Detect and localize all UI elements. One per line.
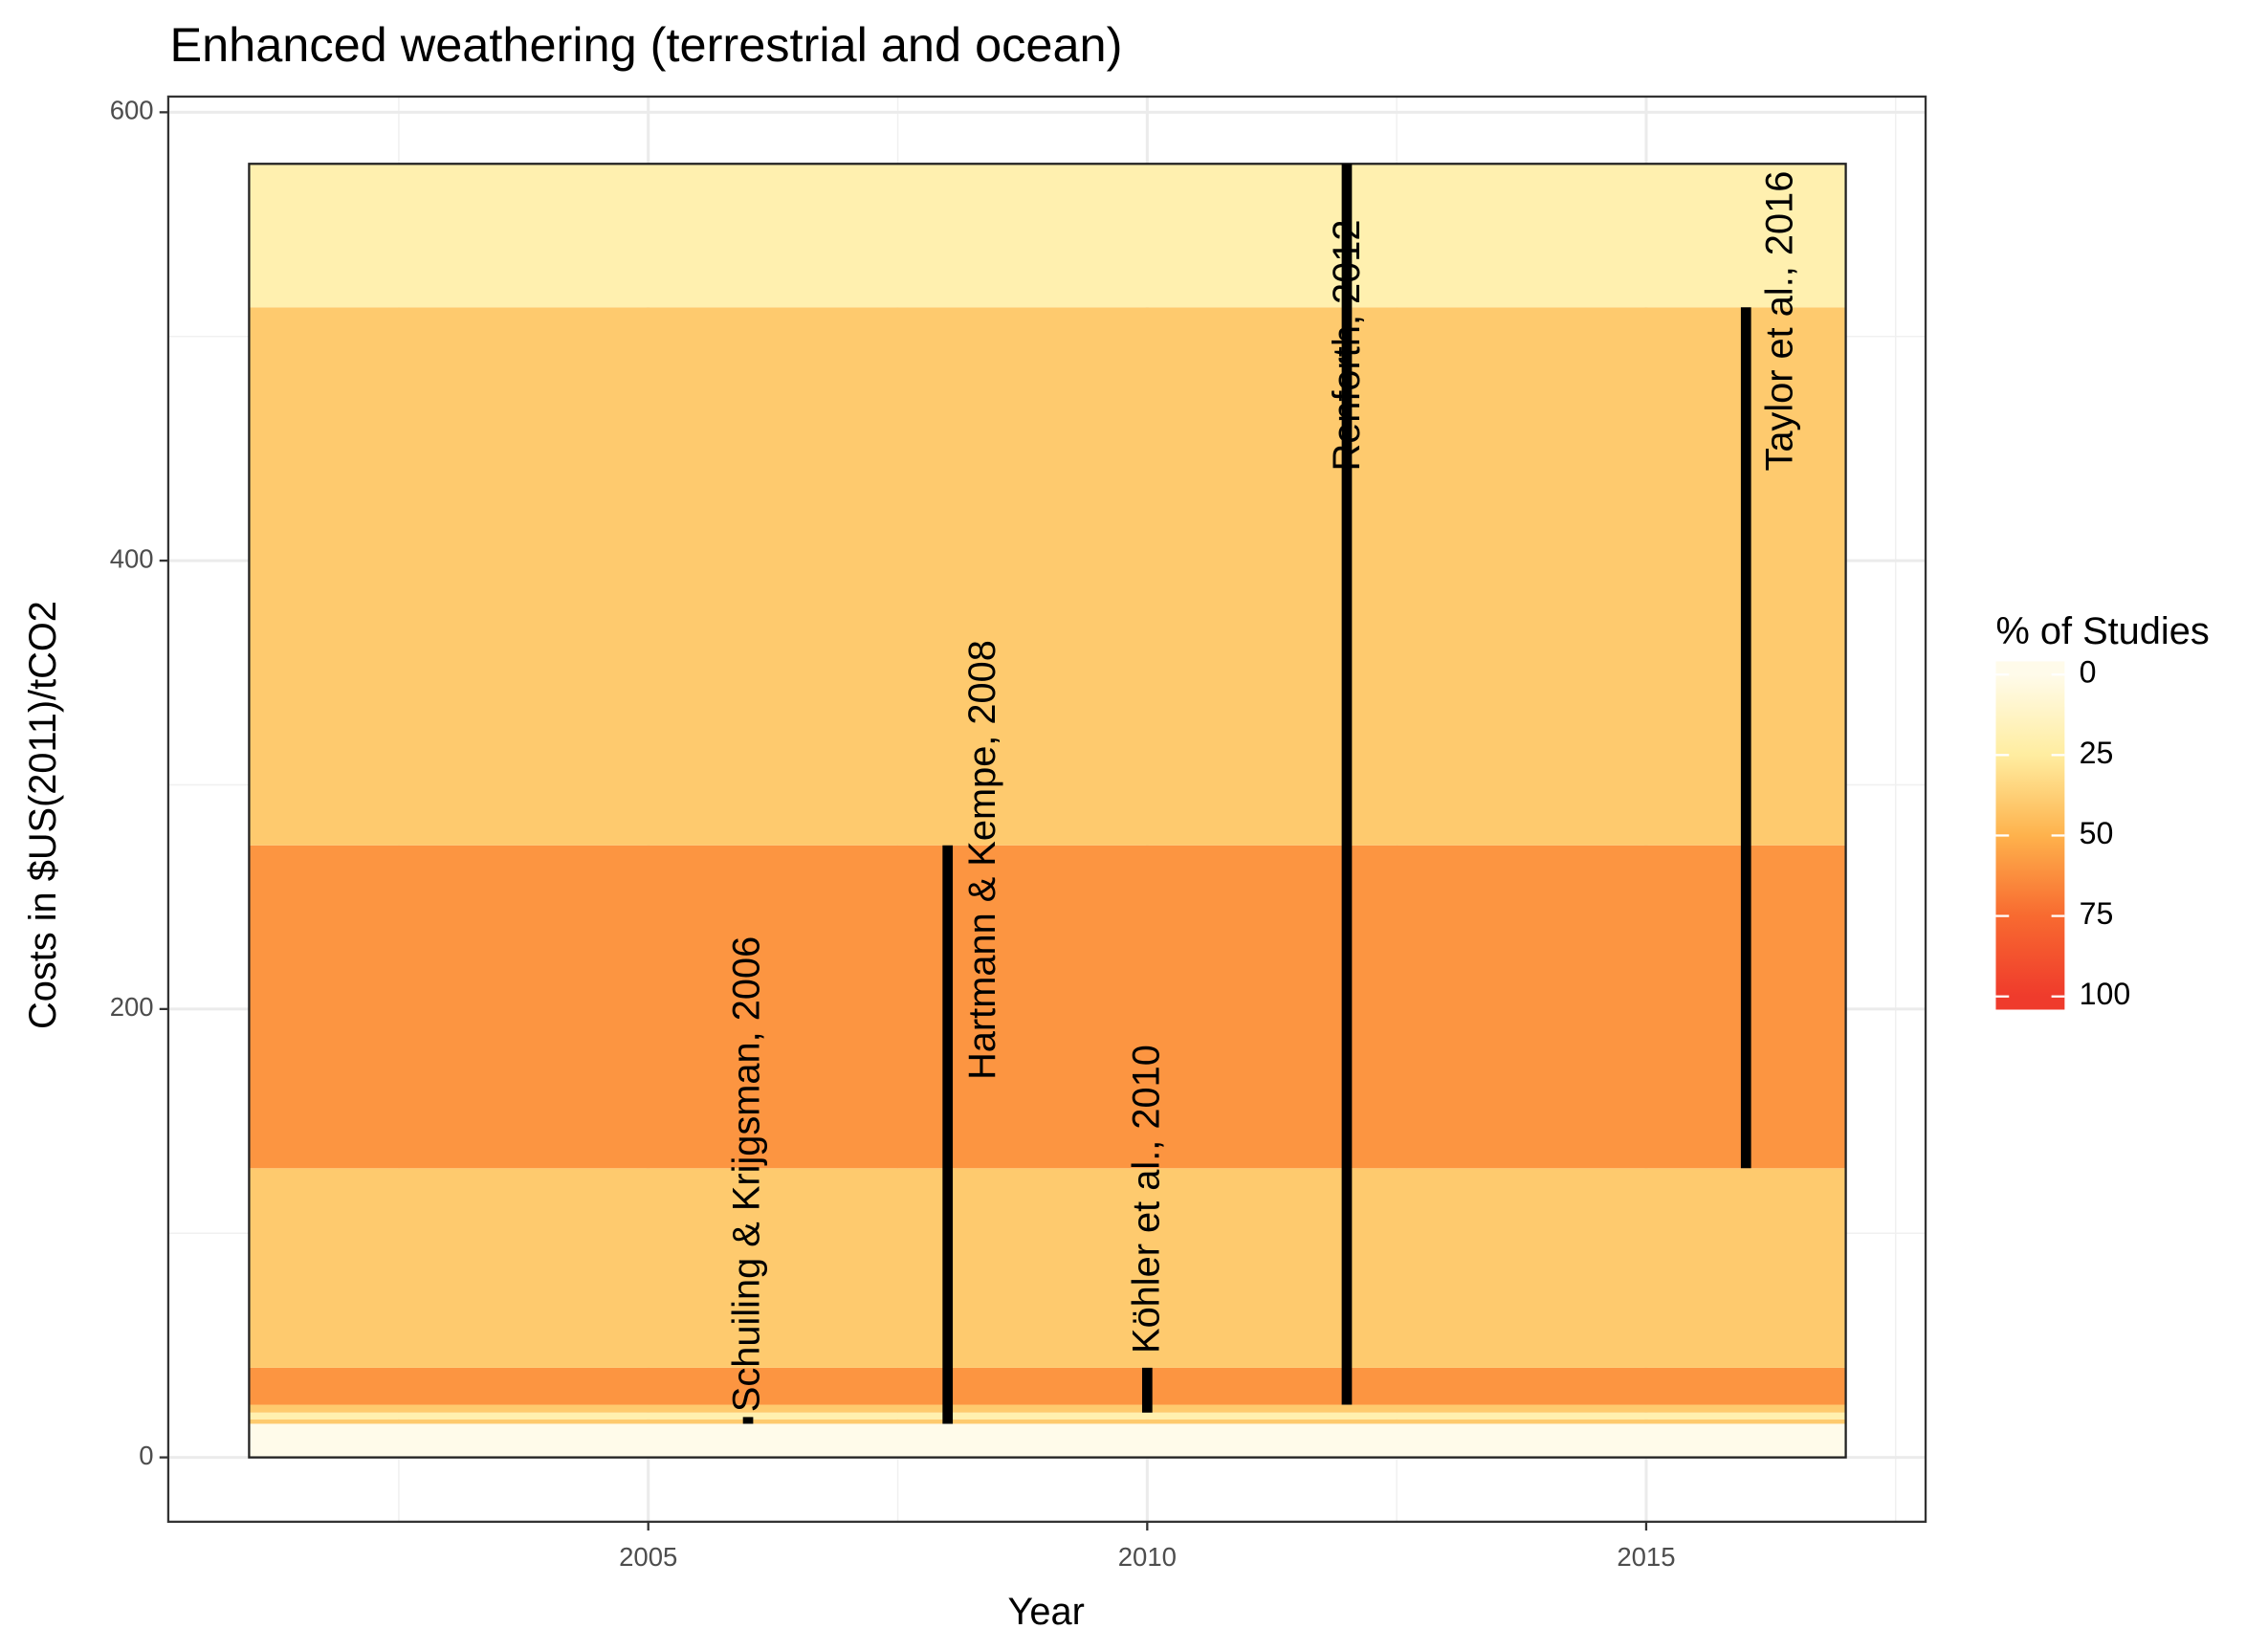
y-tick-label: 600 xyxy=(110,96,154,125)
band xyxy=(249,1423,1846,1458)
y-axis-label: Costs in $US(2011)/tCO2 xyxy=(22,601,64,1029)
study-label: Taylor et al., 2016 xyxy=(1759,171,1801,472)
study-label: Schuiling & Krijgsman, 2006 xyxy=(726,936,768,1412)
x-tick-label: 2015 xyxy=(1617,1542,1675,1572)
legend-title: % of Studies xyxy=(1995,610,2209,652)
x-axis-label: Year xyxy=(1008,1591,1085,1629)
y-tick-label: 200 xyxy=(110,992,154,1022)
band xyxy=(249,845,1846,1169)
y-tick-label: 0 xyxy=(139,1441,153,1470)
band xyxy=(249,1367,1846,1405)
legend-tick-label: 50 xyxy=(2080,816,2114,850)
legend-tick-label: 100 xyxy=(2080,977,2131,1011)
band xyxy=(249,1419,1846,1424)
band-outline xyxy=(248,163,1847,1459)
chart-title: Enhanced weathering (terrestrial and oce… xyxy=(169,17,1122,72)
x-tick-label: 2010 xyxy=(1118,1542,1177,1572)
legend-tick-label: 75 xyxy=(2080,896,2114,931)
x-tick-label: 2005 xyxy=(619,1542,677,1572)
study-label: Renforth, 2012 xyxy=(1326,219,1368,471)
plot-border xyxy=(166,95,1927,1524)
study-label: Hartmann & Kempe, 2008 xyxy=(961,640,1003,1080)
band xyxy=(249,1168,1846,1368)
study-label: Köhler et al., 2010 xyxy=(1125,1045,1167,1354)
band xyxy=(249,307,1846,846)
band xyxy=(249,164,1846,308)
band xyxy=(249,1404,1846,1413)
legend-tick-label: 0 xyxy=(2080,655,2097,690)
band xyxy=(249,1412,1846,1420)
legend-tick-label: 25 xyxy=(2080,736,2114,770)
y-tick-label: 400 xyxy=(110,543,154,573)
